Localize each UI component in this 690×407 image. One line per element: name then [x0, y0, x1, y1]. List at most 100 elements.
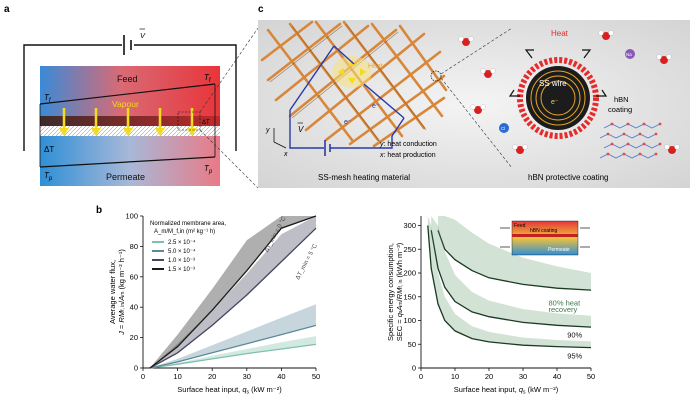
chart2-ytick-label: 0 [412, 364, 416, 373]
permeate-temperature-line [39, 156, 216, 168]
svg-text:Specific energy consumption,: Specific energy consumption, [386, 243, 395, 341]
feed-temperature-line [39, 83, 216, 105]
t-p-right: Tp [204, 164, 213, 175]
chart2-ytick-label: 300 [403, 221, 416, 230]
voltage-label-c: V [298, 125, 304, 134]
panel-label-b: b [96, 205, 102, 216]
chart1-ytick-label: 80 [130, 242, 138, 251]
chart1-band-0 [149, 336, 316, 368]
chart1-line-3 [149, 215, 317, 369]
chart2-ytick-label: 250 [403, 245, 416, 254]
t-f-right: Tf [204, 73, 212, 84]
chart2-band-0 [438, 216, 591, 291]
inset-membrane [512, 234, 578, 237]
chart2-ytick-label: 100 [403, 316, 416, 325]
chart2-line-1 [430, 230, 592, 328]
legend-label-2: 1.0 × 10⁻³ [168, 258, 195, 264]
hbn-label: hBN [614, 95, 629, 104]
chart1-xtick-label: 10 [173, 372, 181, 381]
annotation-95: 95% [567, 352, 582, 361]
legend-title: Normalized membrane area, [150, 221, 226, 227]
chart2-line-0 [437, 230, 592, 291]
chart1-line-2 [149, 227, 317, 369]
panel-label-c: c [258, 4, 264, 15]
hbn-coating-ring [517, 57, 599, 139]
chart1-band-2 [149, 216, 316, 368]
hbn-coating-label: coating [608, 105, 632, 114]
heat-arrows-big [508, 49, 608, 97]
voltage-label: V [140, 31, 146, 40]
heat-label-big: Heat [551, 29, 569, 38]
hbn-lattice [599, 123, 661, 159]
magnify-line-bottom [440, 77, 513, 169]
legend-label-0: 2.5 × 10⁻⁴ [168, 239, 196, 246]
chart1-band-3 [149, 216, 316, 368]
chart2-ytick-label: 50 [408, 340, 416, 349]
axis-y-label: y [265, 127, 270, 134]
hbn-atoms [606, 122, 662, 156]
inset-gradient [511, 220, 579, 256]
chart1-ytick-label: 20 [130, 333, 138, 342]
panel-c: Heat V e⁻ e⁻ y x y: heat conduction x: h… [258, 20, 690, 188]
feed-label: Feed [117, 74, 138, 84]
wire-ring-1 [530, 70, 586, 126]
chloride-ion-label: Cl [501, 126, 505, 131]
chart1-line-1 [149, 324, 317, 369]
sodium-ion [625, 49, 635, 59]
chart1-xtick-label: 20 [208, 372, 216, 381]
water-molecules [458, 30, 680, 154]
delta-t-right-label: ΔT [202, 120, 210, 126]
legend-label-1: 5.0 × 10⁻⁴ [168, 248, 196, 255]
legend-heat-conduction: y: heat conduction [379, 141, 437, 148]
heat-label-small: Heat [368, 63, 383, 70]
zoom-line-bottom [199, 129, 259, 189]
chart2-xtick-label: 50 [587, 372, 595, 381]
wire-ring-3 [540, 80, 576, 116]
chart1-xtick-label: 0 [141, 372, 145, 381]
panel-c-background [258, 20, 690, 188]
vapour-label: Vapour [112, 99, 139, 109]
electron-label-1: e⁻ [372, 103, 380, 110]
circuit-wire-right [134, 44, 237, 151]
chart2-band-1 [431, 216, 591, 328]
t-f-left: Tf [44, 93, 52, 104]
axis-x-label: x [283, 151, 288, 158]
panel-label-a: a [4, 4, 10, 15]
chart1-y-label: Average water flux, J = RMf, in/Am (kg m… [108, 249, 126, 336]
chart1-xtick-label: 40 [277, 372, 285, 381]
panel-a: V Feed Vapour Permeate Tf Tf Tp Tp ΔT ΔT [23, 28, 237, 186]
heated-cell [332, 56, 372, 88]
annotation-dtmin-5: ΔT_min = 5 °C [295, 243, 319, 281]
chart1-legend: Normalized membrane area, A_m/M_f,in (m²… [150, 221, 226, 273]
magnify-line-top [440, 27, 513, 75]
chart2-y-label: Specific energy consumption, SEC = qsAm/… [386, 242, 404, 341]
chart1-line-0 [149, 343, 317, 369]
chart-water-flux: 0 10 20 30 40 50 0 20 40 60 80 100 Surface heat inp… [108, 212, 320, 396]
annotation-recovery: recovery [549, 305, 578, 314]
chart2-xtick-label: 20 [485, 372, 493, 381]
zoom-box [177, 111, 201, 131]
chart2-ytick-label: 200 [403, 269, 416, 278]
chart1-band-1 [149, 304, 316, 368]
sodium-ion-label: Na [626, 52, 632, 57]
chart2-xtick-label: 0 [419, 372, 423, 381]
heating-membrane [40, 116, 220, 126]
chart2-xtick-label: 30 [519, 372, 527, 381]
inset-hbn-label: hBN coating [530, 228, 557, 234]
chart1-ytick-label: 0 [134, 364, 138, 373]
permeate-region [40, 136, 220, 186]
electron-label-wire: e⁻ [551, 99, 559, 106]
feed-region [40, 66, 220, 116]
ss-wire-label: SS wire [539, 79, 567, 88]
chart2-ytick-label: 150 [403, 292, 416, 301]
chart2-x-label: Surface heat input, qs (kW m⁻²) [454, 385, 559, 396]
axis-x-arrow [273, 141, 287, 149]
legend-heat-production: x: heat production [379, 152, 436, 159]
chart1-ytick-label: 100 [125, 212, 138, 221]
chart1-ytick-label: 60 [130, 272, 138, 281]
legend-title-2: A_m/M_f,in (m² kg⁻¹ h) [154, 229, 215, 235]
t-p-left: Tp [44, 171, 53, 182]
chart1-ytick-label: 40 [130, 303, 138, 312]
svg-text:SEC = qsAm/RMf, in (kWh m⁻³): SEC = qsAm/RMf, in (kWh m⁻³) [395, 242, 404, 341]
inset-feed-label: Feed [514, 223, 526, 229]
